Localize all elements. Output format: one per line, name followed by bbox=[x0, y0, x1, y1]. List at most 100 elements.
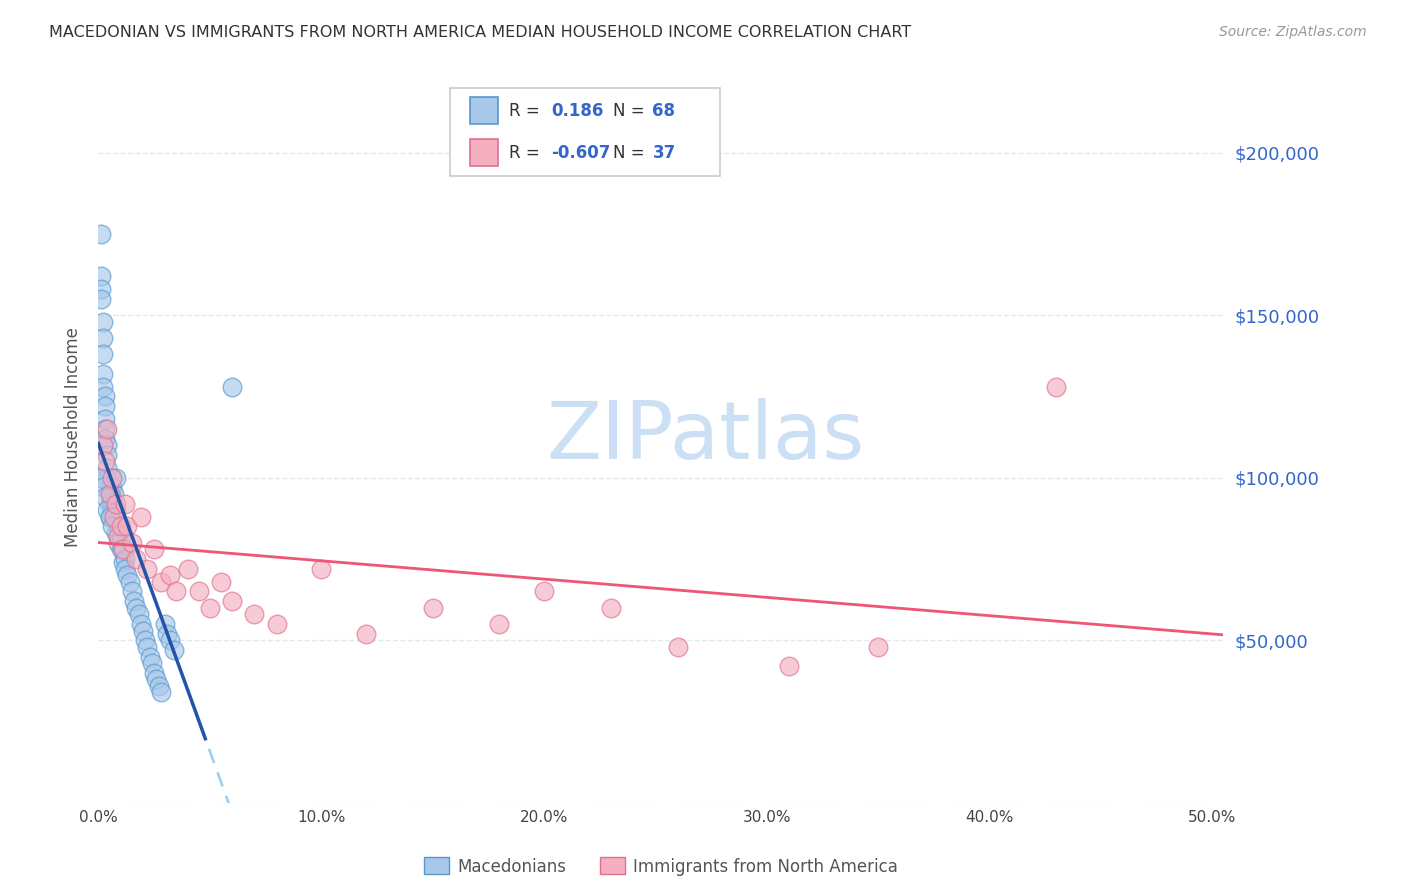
Point bbox=[94, 422, 117, 436]
Point bbox=[221, 594, 243, 608]
Point bbox=[98, 487, 121, 501]
Point bbox=[110, 542, 132, 557]
Text: 0.186: 0.186 bbox=[551, 102, 603, 120]
Text: Source: ZipAtlas.com: Source: ZipAtlas.com bbox=[1219, 25, 1367, 39]
Text: N =: N = bbox=[613, 102, 644, 120]
Point bbox=[98, 509, 121, 524]
Point bbox=[91, 480, 114, 494]
Point bbox=[163, 643, 186, 657]
Point bbox=[599, 600, 621, 615]
Text: R =: R = bbox=[509, 102, 540, 120]
Point bbox=[114, 562, 136, 576]
Point bbox=[778, 659, 800, 673]
Point bbox=[114, 552, 136, 566]
Point bbox=[91, 367, 114, 381]
Point bbox=[105, 497, 128, 511]
Point bbox=[533, 584, 555, 599]
Text: R =: R = bbox=[509, 144, 540, 161]
Point bbox=[96, 422, 118, 436]
Point bbox=[94, 454, 117, 468]
Point bbox=[96, 448, 118, 462]
Point bbox=[666, 640, 689, 654]
Point bbox=[94, 432, 117, 446]
Point bbox=[91, 347, 114, 361]
Point bbox=[94, 412, 117, 426]
Point bbox=[132, 624, 155, 638]
Point bbox=[107, 535, 129, 549]
Point bbox=[94, 389, 117, 403]
Point bbox=[155, 617, 177, 632]
Point bbox=[125, 552, 148, 566]
Point bbox=[91, 380, 114, 394]
Point bbox=[422, 600, 444, 615]
Point bbox=[266, 617, 288, 632]
Point bbox=[138, 649, 160, 664]
Point bbox=[98, 487, 121, 501]
Text: MACEDONIAN VS IMMIGRANTS FROM NORTH AMERICA MEDIAN HOUSEHOLD INCOME CORRELATION : MACEDONIAN VS IMMIGRANTS FROM NORTH AMER… bbox=[49, 25, 911, 40]
Point bbox=[90, 292, 112, 306]
Point bbox=[96, 461, 118, 475]
Point bbox=[96, 438, 118, 452]
Point bbox=[309, 562, 332, 576]
Point bbox=[1045, 380, 1067, 394]
Point bbox=[111, 542, 134, 557]
Text: 68: 68 bbox=[652, 102, 675, 120]
Point bbox=[101, 519, 124, 533]
Point bbox=[159, 568, 181, 582]
Point bbox=[136, 562, 159, 576]
Legend: Macedonians, Immigrants from North America: Macedonians, Immigrants from North Ameri… bbox=[418, 851, 904, 882]
Point bbox=[117, 568, 139, 582]
Point bbox=[488, 617, 510, 632]
Point bbox=[141, 656, 163, 670]
Point bbox=[91, 331, 114, 345]
Point bbox=[125, 600, 148, 615]
Text: N =: N = bbox=[613, 144, 644, 161]
Point bbox=[91, 438, 114, 452]
Text: ZIPatlas: ZIPatlas bbox=[547, 398, 865, 476]
Point bbox=[105, 526, 128, 541]
Point bbox=[94, 490, 117, 504]
Point bbox=[110, 519, 132, 533]
Point bbox=[103, 487, 125, 501]
Point bbox=[209, 574, 232, 589]
Point bbox=[107, 529, 129, 543]
Point bbox=[105, 513, 128, 527]
Point bbox=[90, 471, 112, 485]
Point bbox=[121, 584, 143, 599]
Point bbox=[98, 509, 121, 524]
Point bbox=[101, 471, 124, 485]
Point bbox=[90, 269, 112, 284]
Point bbox=[134, 633, 156, 648]
Point bbox=[354, 626, 377, 640]
Point bbox=[121, 535, 143, 549]
Point bbox=[156, 626, 179, 640]
Point bbox=[159, 633, 181, 648]
Point bbox=[243, 607, 266, 622]
Y-axis label: Median Household Income: Median Household Income bbox=[65, 327, 83, 547]
Point bbox=[149, 685, 172, 699]
Point bbox=[96, 503, 118, 517]
Point bbox=[129, 509, 152, 524]
Point bbox=[96, 471, 118, 485]
Point bbox=[111, 555, 134, 569]
Point bbox=[103, 509, 125, 524]
Point bbox=[118, 574, 141, 589]
Point bbox=[111, 542, 134, 557]
Point bbox=[148, 679, 170, 693]
Point bbox=[122, 594, 145, 608]
Point bbox=[90, 282, 112, 296]
Point bbox=[165, 584, 187, 599]
Point bbox=[103, 497, 125, 511]
Point bbox=[198, 600, 221, 615]
Point bbox=[129, 617, 152, 632]
Point bbox=[105, 471, 128, 485]
Point bbox=[94, 399, 117, 413]
Point bbox=[103, 509, 125, 524]
Point bbox=[101, 490, 124, 504]
Point bbox=[101, 480, 124, 494]
Point bbox=[128, 607, 150, 622]
Point bbox=[145, 673, 167, 687]
Point bbox=[149, 574, 172, 589]
Point bbox=[866, 640, 889, 654]
Point bbox=[98, 497, 121, 511]
